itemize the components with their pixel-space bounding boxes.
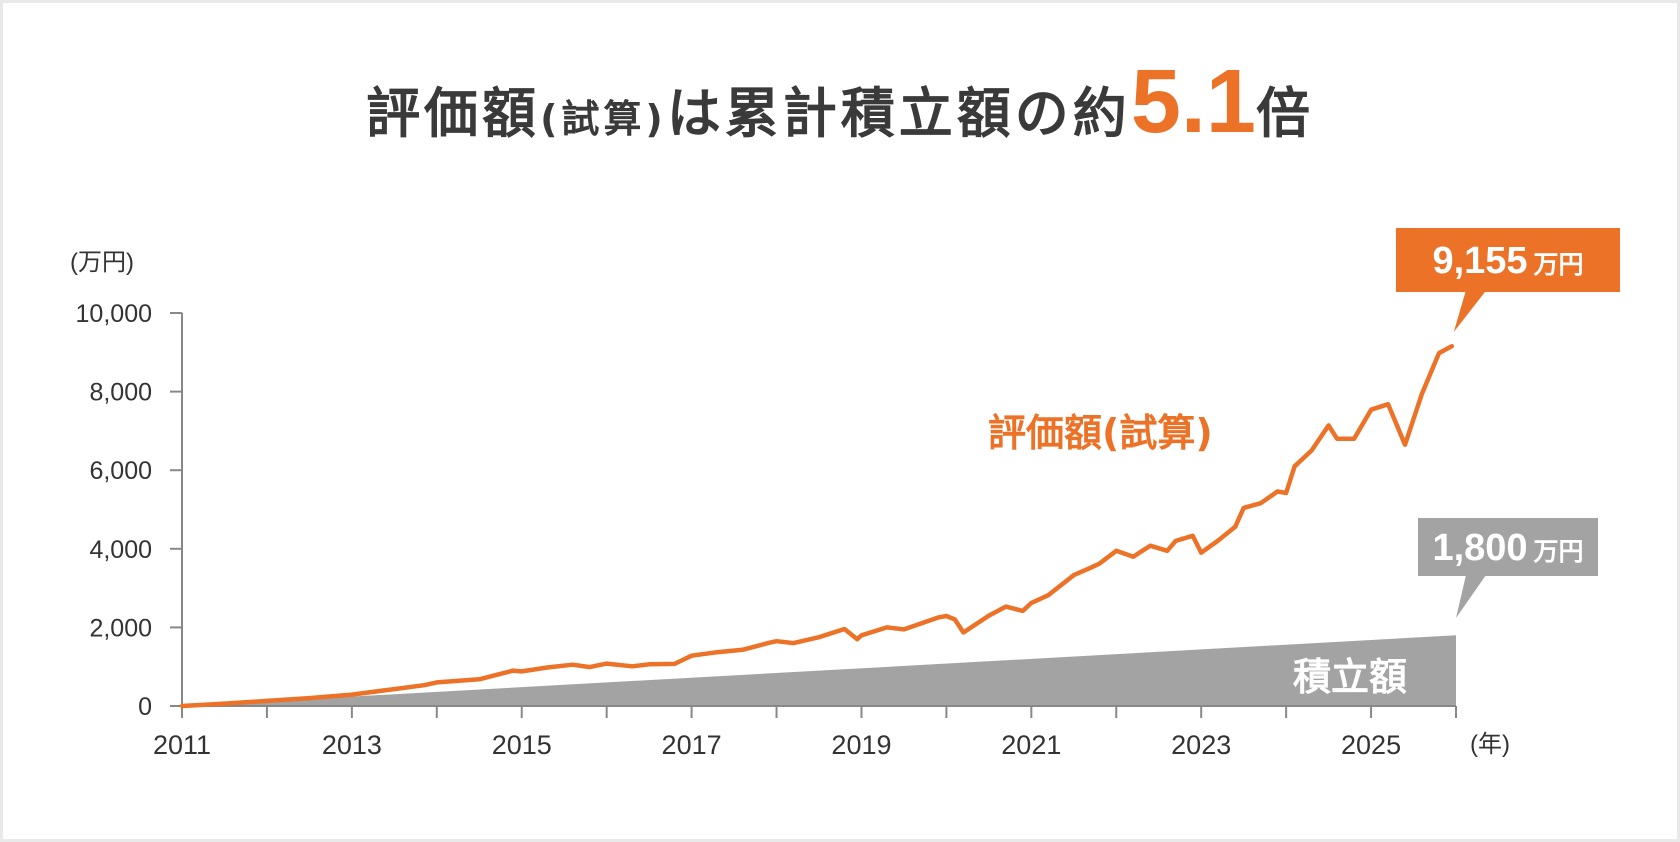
valuation-line: [179, 343, 1455, 709]
x-tick-label: 2021: [1001, 730, 1061, 760]
callout-value: 9,155: [1432, 240, 1527, 282]
contribution-area: [182, 635, 1456, 706]
y-tick-label: 6,000: [89, 457, 152, 485]
callout-unit: 万円: [1534, 250, 1584, 279]
chart-title: 評価額(試算)は累計積立額の約5.1倍: [3, 51, 1677, 154]
y-axis-unit: (万円): [70, 249, 134, 276]
title-part2: (試算): [540, 97, 667, 141]
x-axis: 2011 2013 2015 2017 2019 2021 2023 2025: [153, 705, 1457, 760]
x-tick-label: 2011: [153, 730, 211, 760]
y-tick-label: 4,000: [89, 536, 152, 564]
title-part4: 倍: [1255, 82, 1314, 145]
y-axis: 0 2,000 4,000 6,000 8,000 10,000: [76, 300, 183, 721]
y-tick-label: 2,000: [89, 614, 152, 642]
y-tick-label: 10,000: [76, 300, 152, 328]
x-tick-label: 2023: [1171, 730, 1231, 760]
callout-unit: 万円: [1534, 537, 1584, 566]
valuation-series-label: 評価額(試算): [988, 411, 1213, 455]
x-tick-label: 2019: [831, 730, 891, 760]
x-tick-label: 2013: [322, 730, 382, 760]
title-ratio: 5.1: [1130, 52, 1256, 152]
valuation-callout: 9,155 万円: [1396, 228, 1620, 332]
callout-text: 1,800 万円: [1432, 527, 1583, 569]
callout-box: [1396, 228, 1620, 292]
callout-box: [1418, 518, 1598, 576]
x-tick-label: 2017: [662, 730, 722, 760]
title-part1: 評価額: [366, 82, 541, 145]
y-tick-label: 0: [138, 693, 152, 721]
title-part3: は累計積立額の約: [666, 82, 1131, 145]
contribution-callout: 1,800 万円: [1418, 518, 1598, 618]
callout-pointer: [1456, 575, 1486, 618]
y-tick-label: 8,000: [89, 379, 152, 407]
callout-value: 1,800: [1432, 527, 1527, 569]
callout-text: 9,155 万円: [1432, 240, 1583, 282]
callout-pointer: [1453, 291, 1486, 332]
x-tick-label: 2015: [492, 730, 552, 760]
x-axis-unit: (年): [1470, 731, 1510, 758]
contribution-series-label: 積立額: [1293, 655, 1407, 699]
x-tick-label: 2025: [1341, 730, 1401, 760]
